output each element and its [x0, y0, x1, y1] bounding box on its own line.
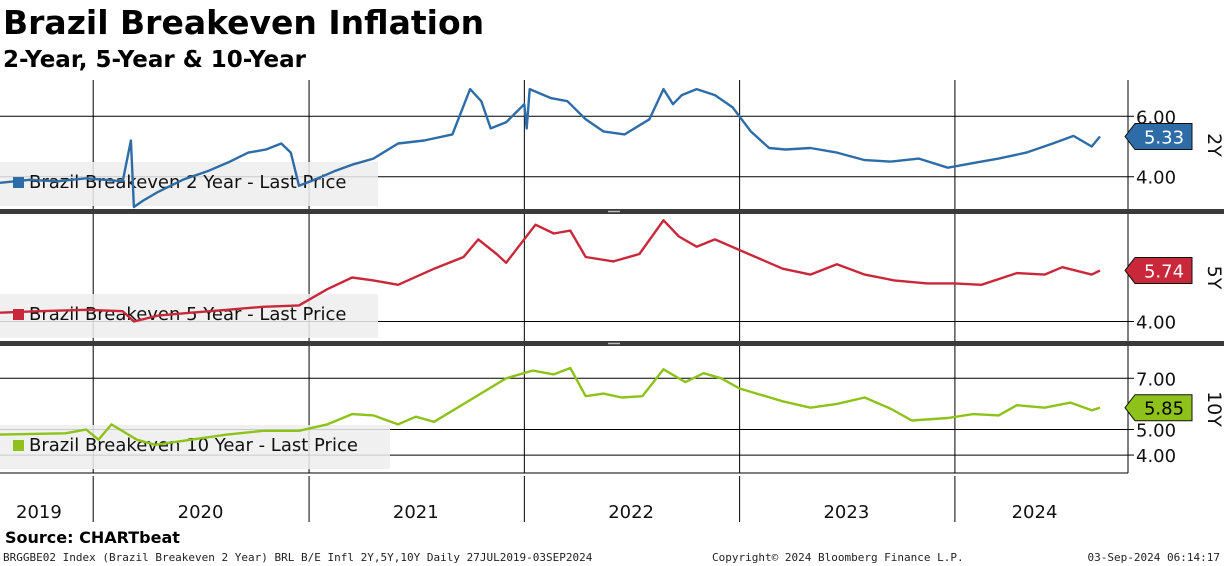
plot-area: Brazil Breakeven 2 Year - Last Price 4.00…	[0, 80, 1224, 523]
tick-label-10y-0: 4.00	[1136, 446, 1176, 467]
tick-label-5y-0: 4.00	[1136, 312, 1176, 333]
source-note: Source: CHARTbeat	[5, 528, 180, 547]
year-label-2022: 2022	[608, 502, 654, 523]
last-value-2y: 5.33	[1144, 128, 1184, 149]
series-line-10y	[0, 366, 1101, 446]
tick-label-10y-2: 7.00	[1136, 369, 1176, 390]
year-label-2019: 2019	[16, 502, 62, 523]
year-label-2020: 2020	[178, 502, 224, 523]
last-value-5y: 5.74	[1144, 261, 1184, 282]
last-value-10y: 5.85	[1144, 399, 1184, 420]
legend-swatch-5y	[13, 309, 24, 320]
year-label-2024: 2024	[1012, 502, 1058, 523]
legend-swatch-10y	[13, 440, 24, 451]
series-line-5y	[0, 219, 1101, 323]
legend-label-2y: Brazil Breakeven 2 Year - Last Price	[29, 172, 346, 193]
panel-5y: Brazil Breakeven 5 Year - Last Price 4.00…	[0, 213, 1224, 342]
last-value-flag-10y	[1124, 394, 1193, 422]
last-value-flag-2y	[1124, 123, 1193, 151]
last-value-flag-5y	[1124, 256, 1193, 284]
series-line-2y	[0, 87, 1101, 209]
panel-2y: Brazil Breakeven 2 Year - Last Price 4.00…	[0, 80, 1224, 210]
footer-timestamp: 03-Sep-2024 06:14:17	[1088, 551, 1220, 564]
year-label-2023: 2023	[823, 502, 869, 523]
chart-subtitle: 2-Year, 5-Year & 10-Year	[3, 47, 307, 73]
legend-backdrop-2y	[0, 162, 378, 206]
series-axis-label-2y: 2Y	[1203, 133, 1224, 157]
legend-swatch-2y	[13, 177, 24, 188]
panel-10y: Brazil Breakeven 10 Year - Last Price 4.0…	[0, 345, 1224, 473]
chart-title: Brazil Breakeven Inflation	[3, 3, 484, 42]
legend-label-5y: Brazil Breakeven 5 Year - Last Price	[29, 304, 346, 325]
year-label-2021: 2021	[393, 502, 439, 523]
tick-label-10y-1: 5.00	[1136, 420, 1176, 441]
series-axis-label-10y: 10Y	[1203, 391, 1224, 427]
legend-label-10y: Brazil Breakeven 10 Year - Last Price	[29, 435, 358, 456]
footer-index-info: BRGGBE02 Index (Brazil Breakeven 2 Year)…	[3, 551, 593, 564]
series-axis-label-5y: 5Y	[1203, 266, 1224, 290]
footer-copyright: Copyright© 2024 Bloomberg Finance L.P.	[712, 551, 964, 564]
legend-backdrop-5y	[0, 294, 378, 338]
tick-label-2y-0: 4.00	[1136, 168, 1176, 189]
tick-label-2y-1: 6.00	[1136, 107, 1176, 128]
